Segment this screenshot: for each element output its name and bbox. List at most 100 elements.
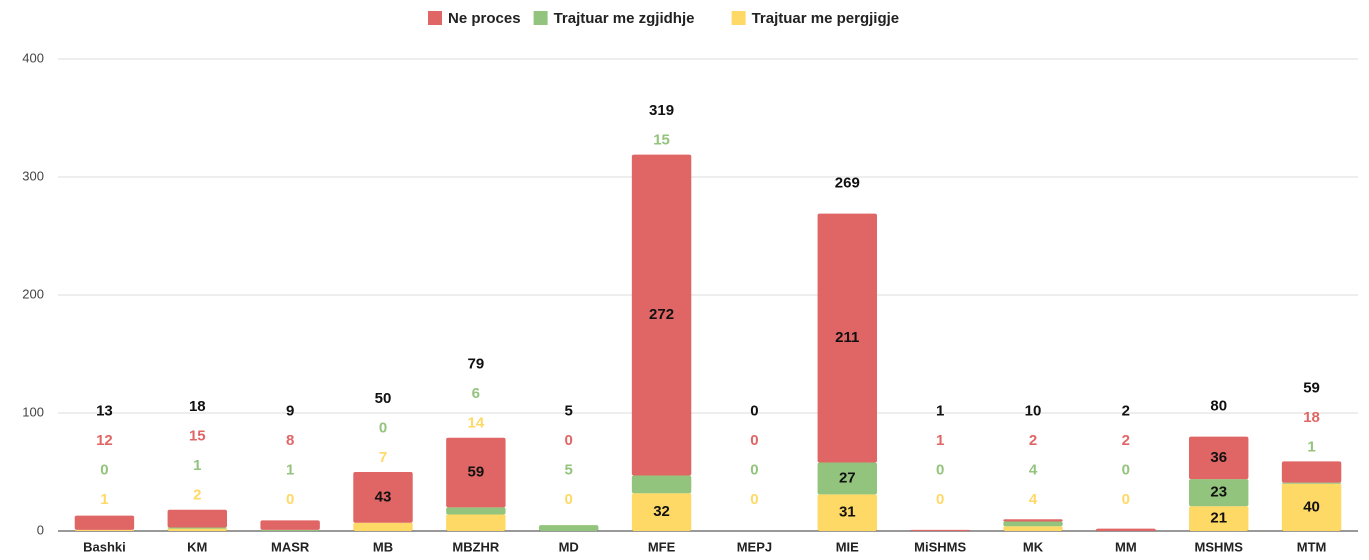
total-label: 18 (189, 398, 206, 415)
bar-segment (817, 462, 877, 495)
x-tick-label: MIE (836, 539, 859, 554)
bar-segment (353, 472, 413, 523)
bar-segment (1189, 436, 1249, 480)
total-label: 319 (649, 102, 674, 119)
bar-segment (1003, 521, 1063, 527)
data-label: 0 (750, 491, 758, 508)
bar-segment (167, 509, 227, 528)
x-tick-label: MK (1023, 539, 1044, 554)
data-label: 1 (936, 432, 944, 449)
total-label: 5 (565, 402, 573, 419)
x-tick-label: KM (187, 539, 207, 554)
data-label: 272 (649, 306, 674, 323)
total-label: 269 (835, 175, 860, 192)
data-label: 5 (565, 461, 573, 478)
bar-segment (74, 529, 135, 531)
total-label: 0 (750, 402, 758, 419)
data-label: 0 (936, 461, 944, 478)
data-label: 0 (1122, 461, 1130, 478)
legend-label: Trajtuar me pergjigje (752, 10, 900, 27)
bar-segment (1189, 506, 1249, 531)
bar-segment (74, 515, 135, 530)
bar-segment (446, 514, 506, 531)
bar-segment (631, 154, 692, 476)
bar-segment (1003, 519, 1063, 522)
x-tick-label: MiSHMS (914, 539, 966, 554)
legend-label: Trajtuar me zgjidhje (554, 10, 695, 27)
bar-segment (910, 529, 970, 531)
y-tick-label: 100 (22, 404, 44, 419)
data-label: 1 (286, 461, 294, 478)
data-label: 23 (1210, 484, 1227, 501)
data-label: 6 (472, 385, 480, 402)
bar-segment (817, 213, 877, 463)
data-label: 0 (100, 461, 108, 478)
y-tick-label: 0 (37, 522, 44, 537)
x-tick-label: MTM (1297, 539, 1327, 554)
bar-segment (631, 475, 692, 494)
legend-swatch (533, 11, 548, 25)
bar-segment (446, 437, 506, 508)
bar-segment (260, 520, 320, 530)
bar-segment (353, 522, 413, 531)
data-label: 1 (100, 491, 108, 508)
x-tick-label: MB (373, 539, 393, 554)
total-label: 9 (286, 402, 294, 419)
bar-segment (1003, 526, 1063, 531)
total-label: 80 (1210, 398, 1227, 415)
data-label: 1 (1307, 438, 1315, 455)
data-label: 8 (286, 432, 294, 449)
total-label: 2 (1122, 402, 1130, 419)
data-label: 59 (468, 464, 485, 481)
data-label: 0 (565, 491, 573, 508)
total-label: 1 (936, 402, 944, 419)
y-tick-label: 300 (22, 168, 44, 183)
data-label: 0 (286, 491, 294, 508)
bar-segment (631, 493, 692, 531)
data-label: 12 (96, 432, 113, 449)
total-label: 79 (468, 356, 485, 373)
x-tick-label: MSHMS (1195, 539, 1244, 554)
data-label: 0 (750, 432, 758, 449)
y-tick-label: 400 (22, 50, 44, 65)
x-tick-label: MBZHR (452, 539, 500, 554)
data-label: 1 (193, 457, 201, 474)
data-label: 7 (379, 449, 387, 466)
data-label: 40 (1303, 498, 1320, 515)
x-tick-label: MEPJ (737, 539, 772, 554)
total-label: 50 (375, 390, 392, 407)
data-label: 0 (565, 432, 573, 449)
total-label: 13 (96, 402, 113, 419)
x-tick-label: MD (559, 539, 579, 554)
data-label: 15 (653, 132, 670, 149)
bar-segment (1281, 482, 1342, 484)
legend-swatch (731, 11, 746, 25)
x-tick-label: MM (1115, 539, 1137, 554)
bar-segment (446, 507, 506, 515)
data-label: 0 (750, 461, 758, 478)
bar-segment (260, 529, 320, 531)
y-tick-label: 200 (22, 286, 44, 301)
data-label: 18 (1303, 409, 1320, 426)
data-label: 32 (653, 503, 670, 520)
x-tick-label: MASR (271, 539, 310, 554)
data-label: 36 (1210, 449, 1227, 466)
data-label: 0 (936, 491, 944, 508)
data-label: 15 (189, 428, 206, 445)
legend-label: Ne proces (448, 10, 521, 27)
bar-segment (817, 494, 877, 531)
x-tick-label: Bashki (83, 539, 126, 554)
data-label: 0 (1122, 491, 1130, 508)
data-label: 4 (1029, 461, 1038, 478)
x-tick-label: MFE (648, 539, 676, 554)
total-label: 59 (1303, 379, 1320, 396)
total-label: 10 (1025, 402, 1042, 419)
data-label: 21 (1210, 510, 1227, 527)
data-label: 14 (468, 415, 485, 432)
bar-segment (167, 528, 227, 531)
bar-segment (167, 527, 227, 529)
data-label: 211 (835, 329, 859, 346)
data-label: 27 (839, 469, 856, 486)
bar-segment (1281, 483, 1342, 531)
